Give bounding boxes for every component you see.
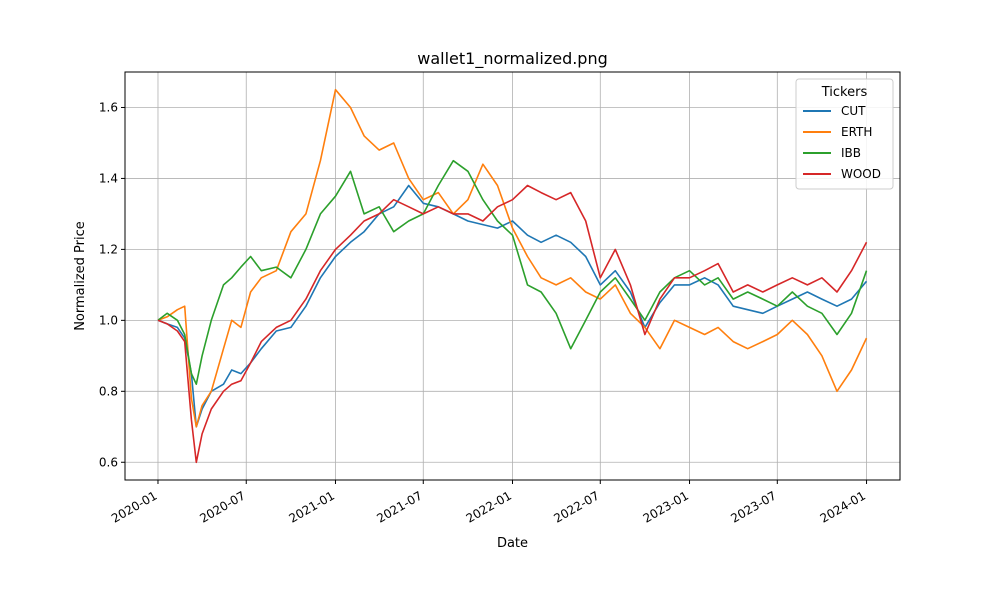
- series-line-wood: [157, 184, 868, 464]
- legend-label-cut: CUT: [841, 104, 866, 118]
- legend-label-wood: WOOD: [841, 167, 881, 181]
- y-tick-label: 0.8: [99, 384, 118, 398]
- y-axis-ticks: 0.6 0.8 1.0 1.2 1.4 1.6: [99, 100, 125, 469]
- legend-title: Tickers: [821, 85, 868, 100]
- x-tick-label: 2021-07: [374, 488, 424, 525]
- x-axis-ticks: 2020-01 2020-07 2021-01 2021-07 2022-01 2022-…: [109, 480, 868, 526]
- y-axis-label: Normalized Price: [73, 221, 88, 331]
- series-line-cut: [157, 184, 868, 428]
- y-tick-label: 1.4: [99, 171, 118, 185]
- y-tick-label: 1.6: [99, 100, 118, 114]
- x-tick-label: 2024-01: [818, 488, 868, 525]
- x-tick-label: 2023-01: [641, 488, 691, 525]
- x-tick-label: 2022-07: [551, 488, 601, 525]
- x-tick-label: 2020-01: [109, 488, 159, 525]
- legend: Tickers CUT ERTH IBB WOOD: [795, 78, 894, 190]
- y-tick-label: 0.6: [99, 455, 118, 469]
- x-tick-label: 2023-07: [728, 488, 778, 525]
- y-tick-label: 1.0: [99, 313, 118, 327]
- chart-title: wallet1_normalized.png: [417, 49, 608, 69]
- y-tick-label: 1.2: [99, 242, 118, 256]
- x-tick-label: 2022-01: [464, 488, 514, 525]
- legend-label-ibb: IBB: [841, 146, 861, 160]
- grid: [125, 72, 900, 480]
- series-lines: [157, 88, 868, 464]
- legend-label-erth: ERTH: [841, 125, 872, 139]
- series-line-ibb: [157, 159, 868, 385]
- series-line-erth: [157, 88, 868, 428]
- x-axis-label: Date: [497, 536, 528, 551]
- legend-box: [795, 78, 894, 190]
- x-tick-label: 2021-01: [287, 488, 337, 525]
- x-tick-label: 2020-07: [197, 488, 247, 525]
